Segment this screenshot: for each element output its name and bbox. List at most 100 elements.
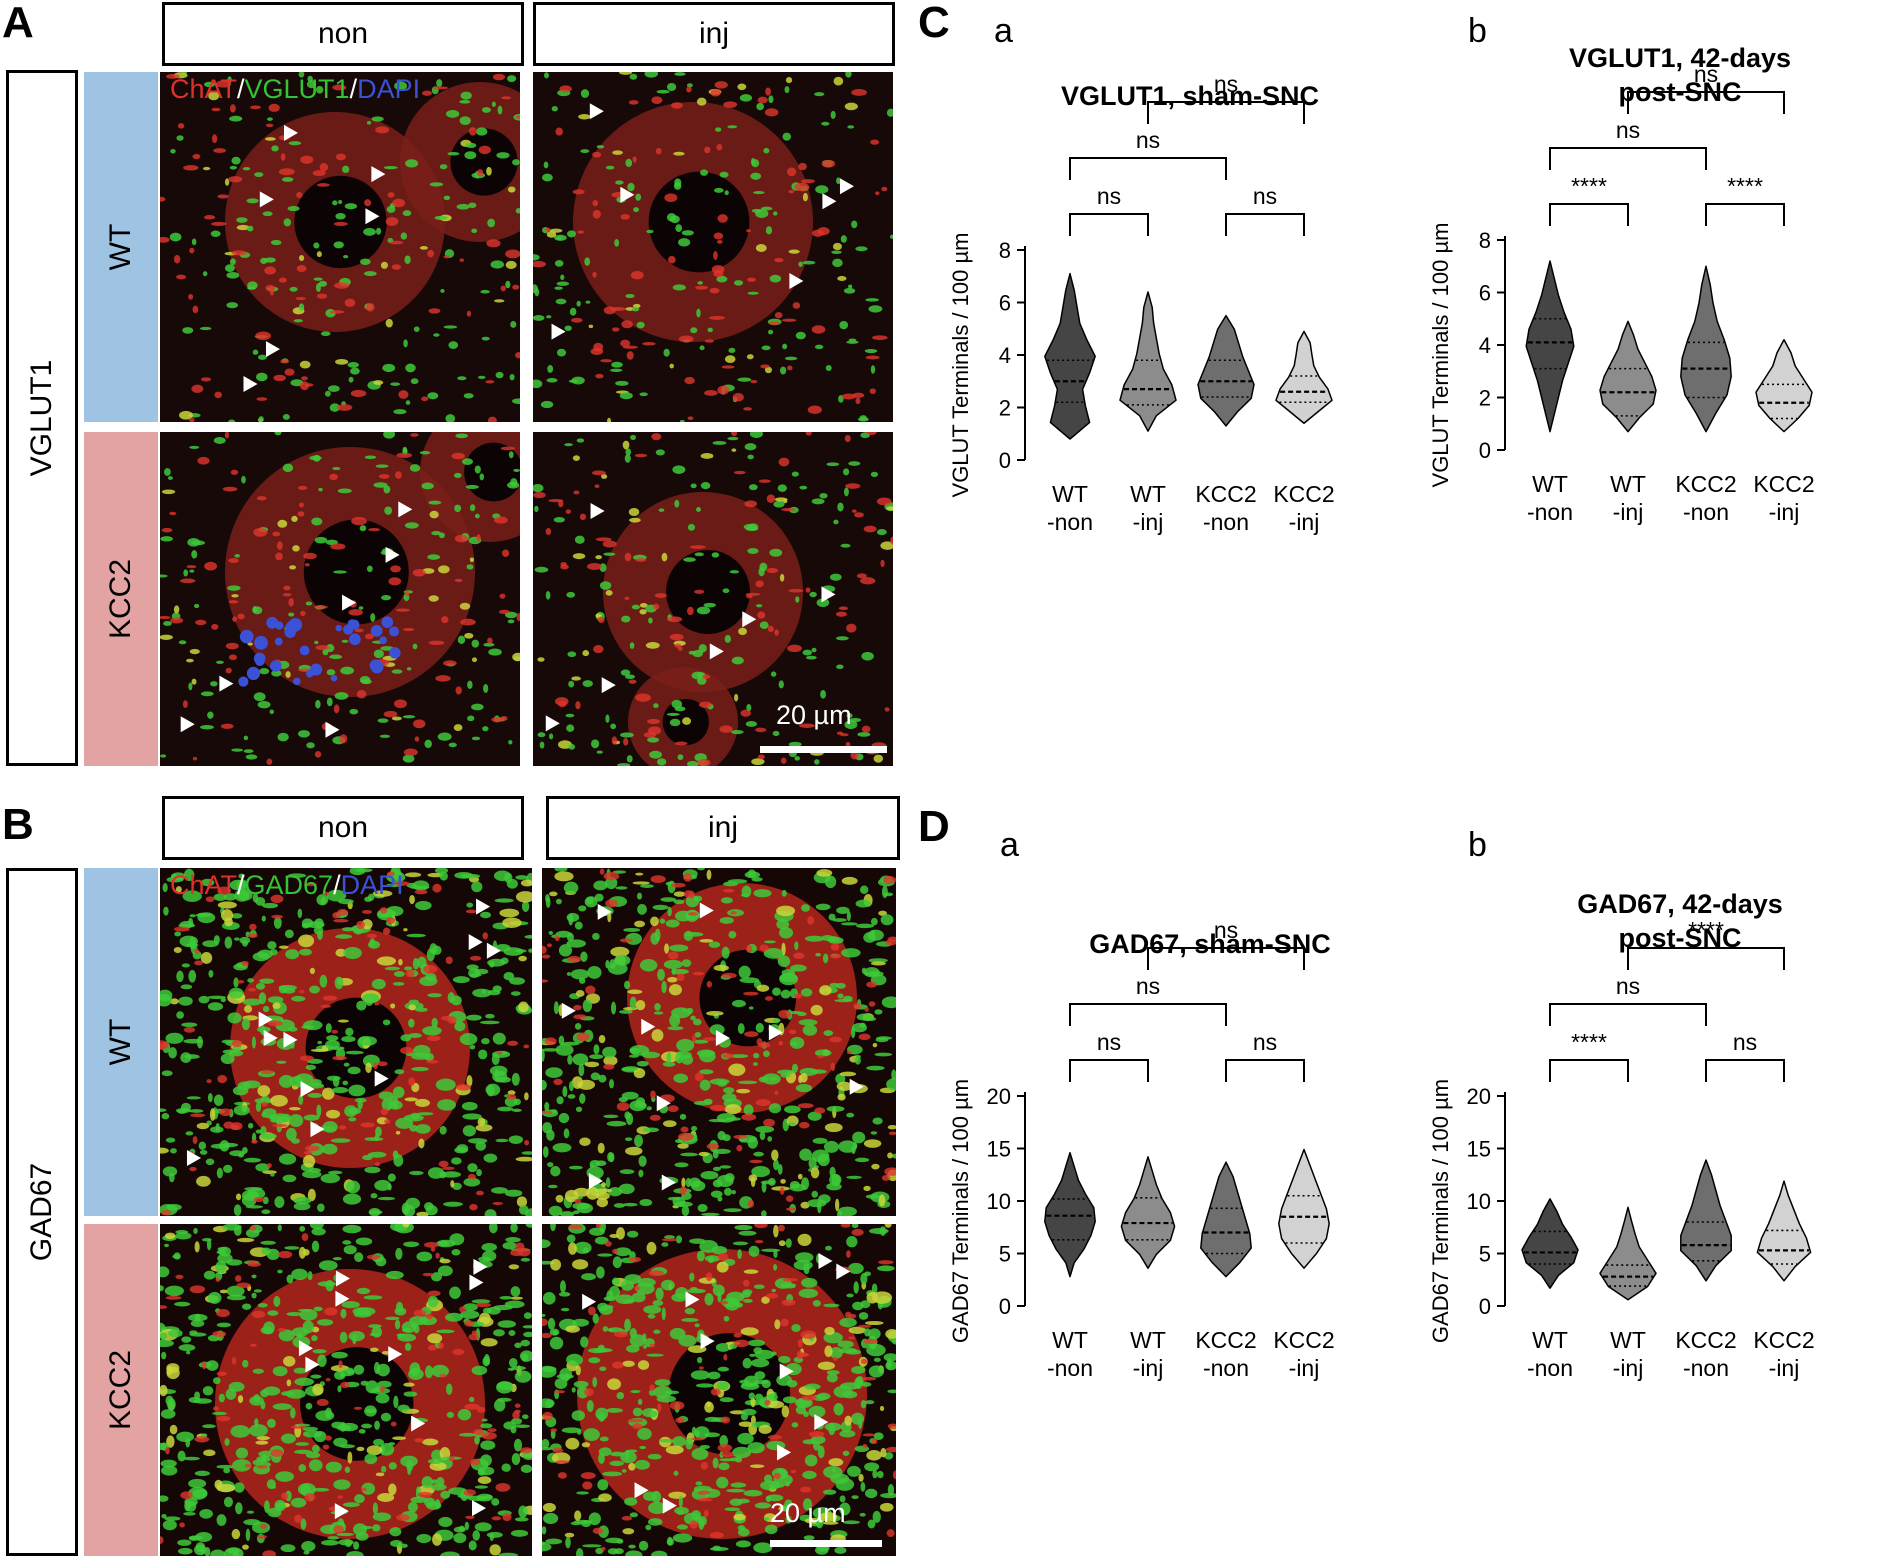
red-puncta [256, 397, 268, 401]
puncta [785, 1515, 792, 1524]
puncta [826, 1370, 840, 1375]
red-puncta [338, 1360, 343, 1369]
puncta [330, 1046, 345, 1051]
puncta [348, 1117, 357, 1122]
puncta [235, 1447, 249, 1459]
puncta [835, 1073, 846, 1085]
puncta [419, 1315, 438, 1326]
puncta [553, 516, 565, 523]
arrowhead-marker [283, 124, 298, 141]
puncta [845, 72, 852, 78]
puncta [746, 354, 754, 360]
puncta [542, 1048, 560, 1052]
puncta [471, 736, 481, 741]
puncta [260, 1095, 270, 1104]
puncta [699, 1444, 711, 1449]
puncta [160, 754, 167, 758]
puncta [869, 1227, 889, 1235]
puncta [202, 940, 219, 948]
arrowhead-marker [374, 1070, 389, 1087]
puncta [287, 205, 300, 212]
puncta [751, 758, 765, 766]
puncta [566, 972, 572, 976]
significance-bracket [1549, 1003, 1707, 1026]
red-puncta [280, 153, 286, 161]
puncta [731, 729, 744, 735]
red-puncta [542, 979, 549, 983]
puncta [776, 905, 796, 917]
puncta [327, 1536, 340, 1540]
puncta [194, 1470, 210, 1477]
red-puncta [160, 1210, 172, 1216]
red-puncta [296, 265, 307, 272]
chart-title-ca: VGLUT1, sham-SNC [1060, 81, 1320, 111]
red-puncta [364, 633, 374, 640]
dapi-nucleus [389, 626, 400, 637]
puncta [681, 1054, 694, 1065]
puncta [686, 1288, 706, 1294]
puncta [865, 298, 879, 302]
red-puncta [757, 754, 765, 760]
micrograph-image [160, 432, 520, 766]
puncta [280, 1544, 296, 1553]
red-puncta [542, 954, 551, 959]
puncta [205, 1158, 215, 1166]
puncta [581, 1442, 591, 1448]
puncta [802, 649, 813, 656]
puncta [176, 1011, 184, 1019]
puncta [160, 536, 173, 542]
puncta [445, 1312, 464, 1322]
red-puncta [463, 1489, 476, 1496]
puncta [602, 1471, 623, 1477]
puncta [371, 1326, 383, 1338]
puncta [534, 288, 540, 297]
red-puncta [594, 484, 600, 489]
puncta [266, 1479, 276, 1490]
puncta [758, 1076, 769, 1083]
red-puncta [620, 213, 630, 220]
red-puncta [671, 102, 683, 109]
puncta [566, 939, 586, 948]
puncta [547, 1317, 556, 1330]
puncta [176, 970, 184, 983]
puncta [740, 1327, 759, 1336]
puncta [554, 871, 574, 882]
puncta [625, 294, 635, 299]
puncta [784, 356, 798, 361]
puncta [546, 315, 552, 319]
red-puncta [579, 513, 587, 521]
puncta [316, 251, 322, 258]
puncta [463, 1177, 481, 1187]
red-puncta [651, 96, 663, 105]
red-puncta [219, 1108, 232, 1117]
puncta [607, 1548, 619, 1555]
puncta [449, 1233, 465, 1246]
red-puncta [179, 578, 196, 584]
puncta [161, 1465, 178, 1476]
red-puncta [542, 1411, 553, 1421]
puncta [874, 1009, 883, 1015]
puncta [713, 1148, 731, 1154]
puncta [288, 1107, 301, 1111]
puncta [632, 303, 641, 309]
arrowhead-marker [709, 643, 724, 660]
puncta [471, 657, 478, 663]
puncta [320, 899, 325, 906]
puncta [654, 928, 661, 942]
puncta [636, 892, 643, 900]
puncta [795, 1252, 814, 1263]
red-puncta [270, 1449, 284, 1457]
red-puncta [704, 339, 715, 343]
red-puncta [717, 1252, 729, 1261]
puncta [161, 1351, 167, 1360]
puncta [659, 918, 666, 924]
x-category-label: -inj [1613, 499, 1644, 525]
puncta [439, 1171, 447, 1179]
puncta [480, 1423, 493, 1429]
puncta [735, 1540, 751, 1548]
significance-bracket [1549, 147, 1707, 170]
puncta [261, 1247, 272, 1255]
red-puncta [733, 470, 746, 475]
puncta [585, 300, 591, 304]
puncta [866, 1450, 882, 1461]
